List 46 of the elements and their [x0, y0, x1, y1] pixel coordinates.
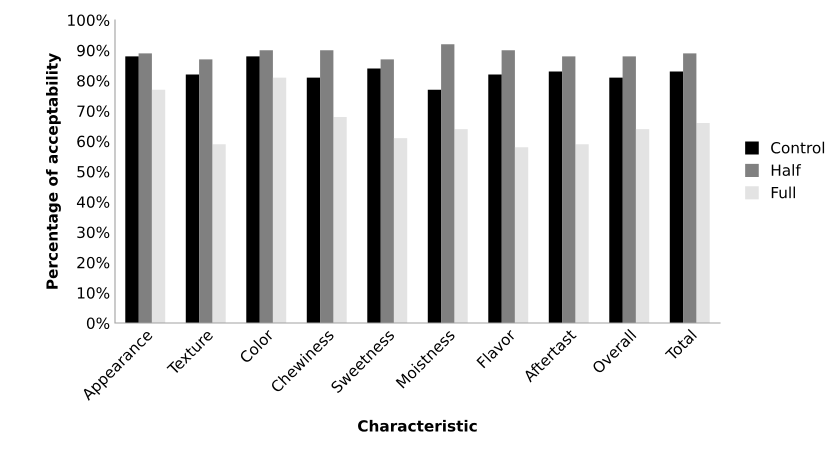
y-tick-label: 20% — [77, 256, 110, 268]
bar — [502, 50, 515, 323]
y-tick-label: 50% — [77, 166, 110, 178]
bar — [622, 56, 636, 323]
y-tick-label: 30% — [77, 226, 110, 238]
y-tick-label: 100% — [68, 14, 110, 26]
y-tick-label: 10% — [78, 287, 110, 299]
bar — [260, 50, 273, 323]
y-tick-label: 90% — [77, 44, 110, 56]
bar — [488, 74, 502, 323]
bar — [380, 59, 394, 323]
bar — [514, 147, 528, 323]
legend-label: Half — [772, 164, 802, 176]
legend-label: Full — [772, 186, 795, 198]
bar — [428, 90, 442, 323]
bar — [636, 129, 650, 323]
bar — [575, 144, 589, 323]
bar — [696, 123, 710, 323]
bar — [212, 144, 226, 323]
bar — [441, 44, 454, 323]
bar — [246, 56, 260, 323]
bar — [454, 129, 468, 323]
bar — [306, 78, 320, 323]
bar — [199, 59, 212, 323]
y-tick-label: 60% — [77, 136, 110, 148]
x-axis-title: Characteristic — [358, 420, 477, 432]
bar — [548, 72, 562, 323]
bar — [683, 53, 696, 323]
bar — [272, 78, 286, 323]
bar — [186, 74, 200, 323]
y-tick-label: 0% — [86, 317, 110, 330]
bar — [367, 68, 381, 323]
y-tick-label: 40% — [76, 196, 110, 208]
bar — [152, 90, 166, 323]
bar — [562, 56, 576, 323]
bar — [320, 50, 334, 323]
bar — [394, 138, 408, 323]
bar — [138, 53, 152, 323]
y-axis-title: Percentage of acceptability — [46, 53, 61, 289]
bar — [670, 72, 684, 323]
bar — [333, 116, 347, 323]
y-tick-label: 70% — [77, 105, 110, 117]
bar — [125, 56, 139, 323]
legend-label: Control — [771, 142, 824, 154]
y-tick-label: 80% — [77, 75, 110, 87]
bar — [609, 78, 623, 323]
